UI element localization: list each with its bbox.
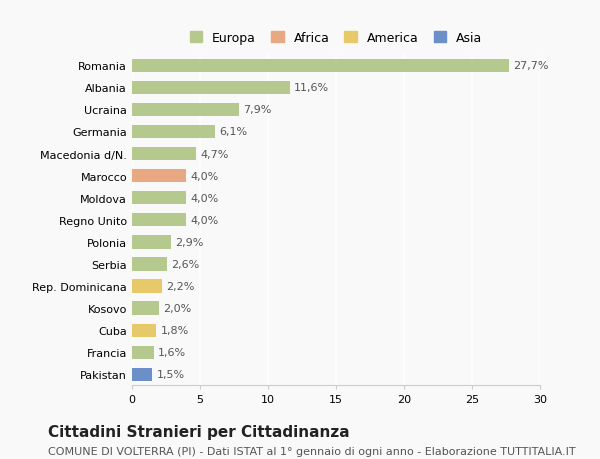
Bar	[132, 126, 215, 139]
Text: 4,0%: 4,0%	[190, 171, 219, 181]
Text: 4,0%: 4,0%	[190, 193, 219, 203]
Bar	[132, 302, 159, 315]
Text: Cittadini Stranieri per Cittadinanza: Cittadini Stranieri per Cittadinanza	[48, 425, 350, 440]
Text: 1,5%: 1,5%	[157, 369, 185, 380]
Bar	[132, 148, 196, 161]
Text: 11,6%: 11,6%	[294, 83, 329, 93]
Text: 2,0%: 2,0%	[163, 303, 191, 313]
Bar	[132, 60, 509, 73]
Bar	[132, 324, 157, 337]
Text: 2,9%: 2,9%	[176, 237, 204, 247]
Text: 7,9%: 7,9%	[244, 105, 272, 115]
Text: 4,0%: 4,0%	[190, 215, 219, 225]
Text: 4,7%: 4,7%	[200, 149, 229, 159]
Legend: Europa, Africa, America, Asia: Europa, Africa, America, Asia	[186, 28, 486, 49]
Bar	[132, 280, 162, 293]
Bar	[132, 214, 187, 227]
Text: 27,7%: 27,7%	[513, 61, 548, 71]
Text: 2,2%: 2,2%	[166, 281, 194, 291]
Text: COMUNE DI VOLTERRA (PI) - Dati ISTAT al 1° gennaio di ogni anno - Elaborazione T: COMUNE DI VOLTERRA (PI) - Dati ISTAT al …	[48, 446, 575, 456]
Bar	[132, 346, 154, 359]
Text: 2,6%: 2,6%	[172, 259, 200, 269]
Text: 1,6%: 1,6%	[158, 347, 186, 358]
Bar	[132, 82, 290, 95]
Text: 1,8%: 1,8%	[161, 325, 189, 336]
Bar	[132, 170, 187, 183]
Bar	[132, 104, 239, 117]
Text: 6,1%: 6,1%	[219, 127, 247, 137]
Bar	[132, 236, 172, 249]
Bar	[132, 368, 152, 381]
Bar	[132, 258, 167, 271]
Bar	[132, 192, 187, 205]
